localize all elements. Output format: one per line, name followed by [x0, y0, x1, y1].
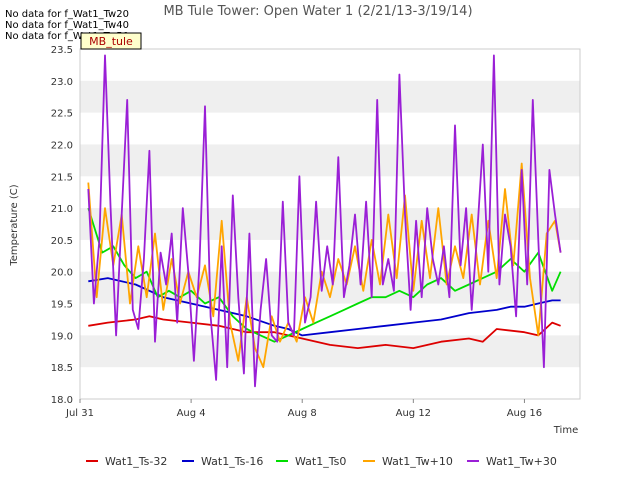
legend-label: Wat1_Ts0 — [295, 455, 346, 468]
x-axis-label: Time — [553, 425, 578, 436]
legend-item: Wat1_Ts-32 — [86, 455, 167, 468]
x-tick-label: Aug 12 — [396, 408, 431, 419]
grid-band — [80, 144, 580, 177]
legend-item: Wat1_Tw+30 — [467, 455, 557, 468]
chart-title: MB Tule Tower: Open Water 1 (2/21/13-3/1… — [163, 4, 472, 19]
site-label-box: MB_tule — [80, 32, 142, 50]
series-line-wat1-tw-10 — [87, 162, 562, 369]
y-tick-label: 22.5 — [51, 109, 73, 120]
y-tick-label: 23.5 — [51, 45, 73, 56]
grid-band — [80, 271, 580, 304]
no-data-note: No data for f_Wat1_Tw40 — [5, 20, 129, 31]
no-data-note: No data for f_Wat1_Tw50 — [5, 31, 129, 42]
x-tick-label: Aug 16 — [507, 408, 542, 419]
legend-item: Wat1_Ts0 — [276, 455, 346, 468]
legend-label: Wat1_Tw+30 — [486, 455, 557, 468]
y-tick-label: 19.5 — [51, 300, 73, 311]
x-tick-label: Aug 4 — [177, 408, 206, 419]
grid-band — [80, 80, 580, 113]
no-data-notes: No data for f_Wat1_Tw20 No data for f_Wa… — [5, 9, 129, 42]
series-line-wat1-tw-30 — [87, 54, 562, 388]
y-tick-label: 23.0 — [51, 77, 73, 88]
legend-label: Wat1_Ts-16 — [201, 455, 263, 468]
no-data-note: No data for f_Wat1_Tw20 — [5, 9, 129, 20]
site-label: MB_tule — [89, 35, 133, 48]
y-tick-label: 18.5 — [51, 363, 73, 374]
legend-item: Wat1_Tw+10 — [363, 455, 453, 468]
legend: Wat1_Ts-32 Wat1_Ts-16 Wat1_Ts0 Wat1_Tw+10 Wa… — [86, 455, 557, 468]
y-tick-label: 20.0 — [51, 268, 73, 279]
y-tick-label: 22.0 — [51, 140, 73, 151]
series-layer — [87, 54, 562, 388]
plot-frame — [79, 48, 581, 400]
series-line-wat1-ts-32 — [88, 315, 561, 349]
legend-item: Wat1_Ts-16 — [182, 455, 263, 468]
y-axis: 18.0 18.5 19.0 19.5 20.0 20.5 21.0 21.5 22.0 22.5… — [51, 45, 73, 406]
x-axis: Jul 31 Aug 4 Aug 8 Aug 12 Aug 16 — [65, 399, 542, 419]
y-tick-label: 20.5 — [51, 236, 73, 247]
y-tick-label: 21.5 — [51, 172, 73, 183]
y-tick-label: 19.0 — [51, 331, 73, 342]
legend-label: Wat1_Ts-32 — [105, 455, 167, 468]
y-axis-label: Temperature (C) — [9, 184, 20, 266]
x-tick-label: Aug 8 — [288, 408, 317, 419]
grid-band — [80, 335, 580, 368]
legend-label: Wat1_Tw+10 — [382, 455, 453, 468]
x-tick-label: Jul 31 — [65, 408, 94, 419]
y-tick-label: 18.0 — [51, 395, 73, 406]
grid-band — [80, 208, 580, 240]
y-tick-label: 21.0 — [51, 204, 73, 215]
